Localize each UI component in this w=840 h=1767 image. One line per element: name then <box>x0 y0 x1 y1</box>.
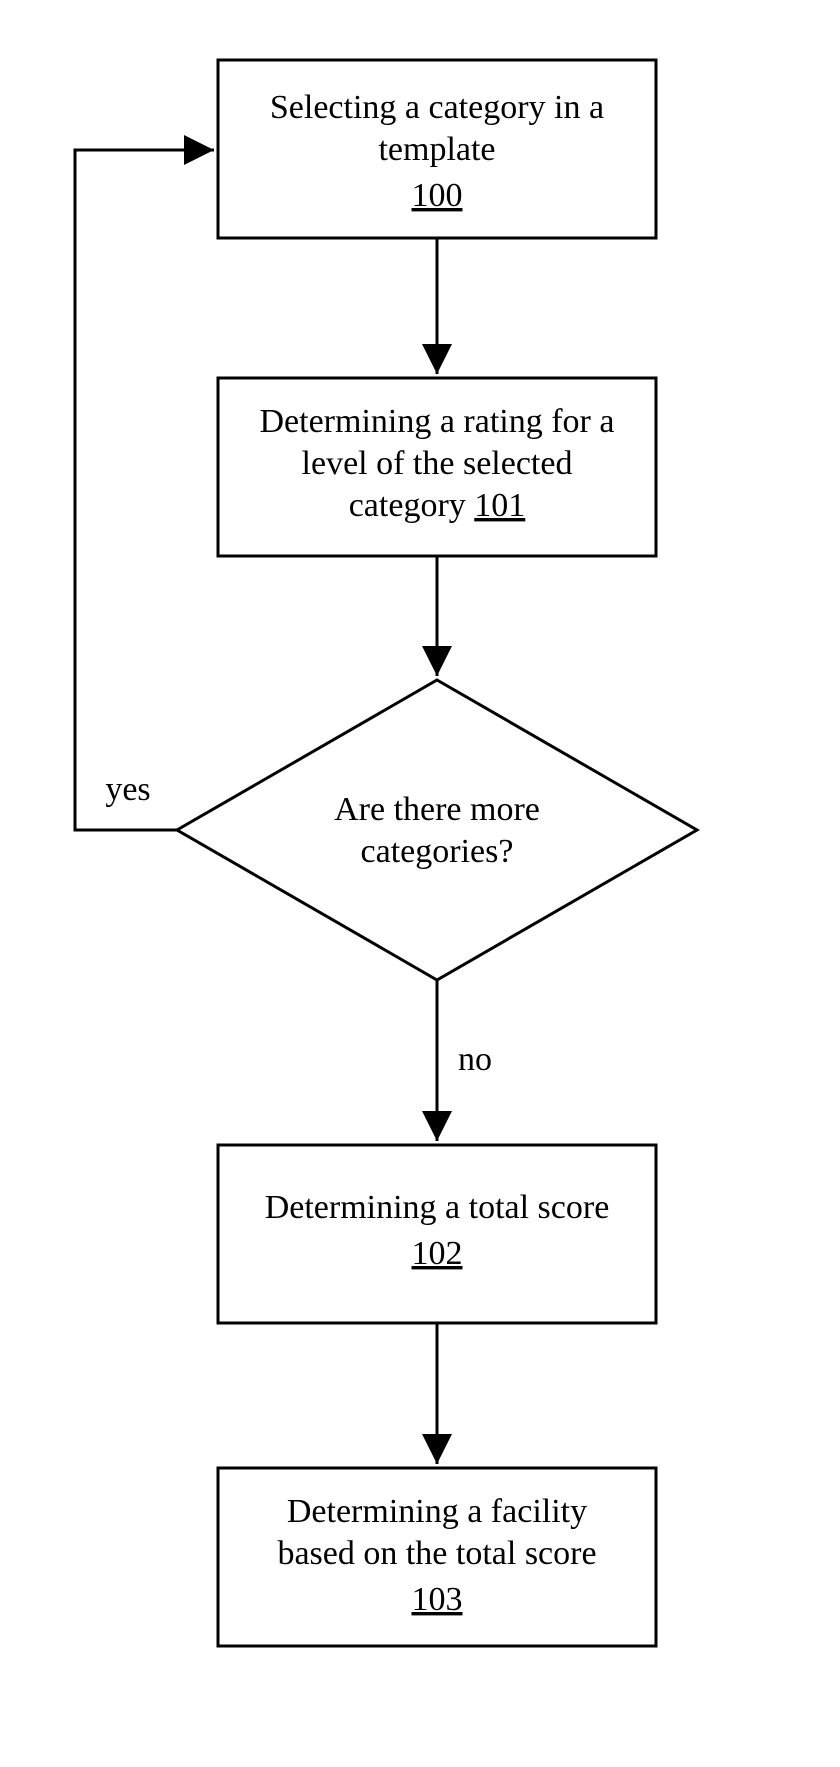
node-text: template <box>378 131 495 168</box>
svg-text:yes: yes <box>105 771 150 808</box>
node-text: Are there more <box>334 791 540 828</box>
svg-text:no: no <box>458 1041 492 1078</box>
svg-text:Determining a facility: Determining a facility <box>287 1493 587 1530</box>
node-text: Selecting a category in a <box>270 89 604 126</box>
svg-text:template: template <box>378 131 495 168</box>
svg-text:103: 103 <box>412 1581 463 1618</box>
node-text: Determining a rating for a <box>260 403 615 440</box>
node-ref: 101 <box>474 487 525 524</box>
node-ref: 103 <box>412 1581 463 1618</box>
node-decision-more-categories: Are there more categories? <box>177 680 697 980</box>
node-ref: 102 <box>412 1235 463 1272</box>
edge-label-yes: yes <box>105 771 150 808</box>
svg-text:102: 102 <box>412 1235 463 1272</box>
svg-text:Determining a total score: Determining a total score <box>265 1189 610 1226</box>
node-text: category <box>349 487 466 524</box>
node-text: based on the total score <box>277 1535 596 1572</box>
svg-text:100: 100 <box>412 177 463 214</box>
node-text: categories? <box>361 833 514 870</box>
node-determine-facility: Determining a facility based on the tota… <box>218 1468 656 1646</box>
flowchart-svg: Selecting a category in a template 100 D… <box>0 0 840 1767</box>
node-text: level of the selected <box>302 445 573 482</box>
svg-text:category 101: category 101 <box>349 487 526 524</box>
svg-text:based on the total score: based on the total score <box>277 1535 596 1572</box>
svg-text:level of the selected: level of the selected <box>302 445 573 482</box>
node-ref: 100 <box>412 177 463 214</box>
edge-decision-yes-loop <box>75 150 214 830</box>
edge-label-no: no <box>458 1041 492 1078</box>
node-determine-rating: Determining a rating for a level of the … <box>218 378 656 556</box>
node-text: Determining a facility <box>287 1493 587 1530</box>
svg-text:Are there more: Are there more <box>334 791 540 828</box>
node-select-category: Selecting a category in a template 100 <box>218 60 656 238</box>
svg-text:Determining a rating for a: Determining a rating for a <box>260 403 615 440</box>
svg-text:categories?: categories? <box>361 833 514 870</box>
node-total-score: Determining a total score 102 <box>218 1145 656 1323</box>
svg-text:Selecting a category in a: Selecting a category in a <box>270 89 604 126</box>
node-text: Determining a total score <box>265 1189 610 1226</box>
